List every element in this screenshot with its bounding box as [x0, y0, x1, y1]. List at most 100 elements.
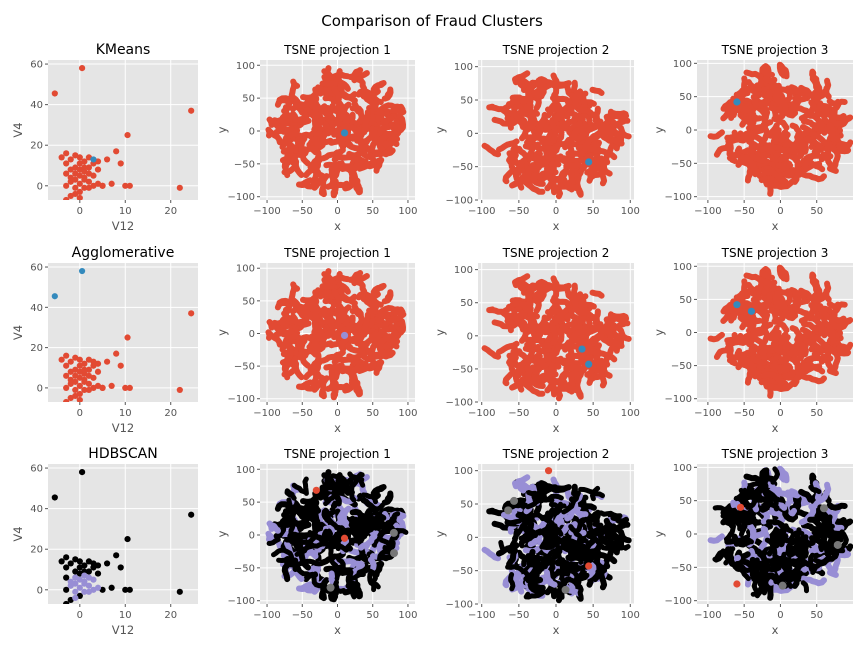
- tick-label-y: −50: [671, 159, 692, 170]
- data-strand: [776, 61, 790, 80]
- data-strand: [798, 84, 814, 99]
- y-axis-label: y: [433, 126, 447, 133]
- data-strand: [610, 514, 630, 525]
- tick-label-x: −50: [292, 206, 313, 217]
- x-axis-label: V12: [112, 421, 135, 435]
- x-axis-label: x: [772, 623, 779, 637]
- data-strand: [506, 547, 518, 568]
- tick-label-x: 0: [777, 408, 783, 419]
- data-point: [117, 564, 124, 571]
- data-strand: [512, 480, 527, 494]
- data-strand: [564, 104, 575, 118]
- data-strand: [356, 161, 371, 172]
- data-strand: [597, 119, 613, 144]
- data-strand: [547, 564, 556, 579]
- data-point: [108, 382, 115, 389]
- data-strand: [530, 575, 546, 591]
- data-point: [63, 182, 70, 189]
- data-strand: [358, 331, 378, 349]
- data-strand: [743, 69, 765, 92]
- data-strand: [523, 589, 547, 600]
- data-strand: [265, 329, 283, 348]
- data-strand: [743, 517, 759, 526]
- highlight-point: [340, 331, 349, 340]
- tick-label-y: 0: [467, 129, 473, 140]
- data-strand: [597, 523, 613, 548]
- data-strand: [266, 116, 281, 130]
- data-strand: [547, 362, 556, 378]
- data-strand: [583, 347, 618, 363]
- data-strand: [730, 517, 743, 532]
- data-strand: [749, 355, 768, 366]
- subplot-title: TSNE projection 3: [721, 246, 829, 260]
- data-strand: [564, 161, 581, 170]
- data-strand: [778, 331, 789, 346]
- data-strand: [738, 523, 748, 537]
- tick-label-y: 0: [686, 328, 692, 339]
- tick-label-x: −50: [734, 408, 755, 419]
- data-point: [124, 334, 131, 341]
- data-strand: [330, 473, 347, 483]
- data-strand: [562, 125, 587, 151]
- data-point: [81, 580, 88, 587]
- tick-label-x: 50: [810, 206, 823, 217]
- data-strand: [373, 561, 385, 578]
- data-strand: [586, 156, 601, 184]
- data-strand: [296, 510, 309, 529]
- data-point: [67, 156, 74, 163]
- data-strand: [370, 80, 387, 93]
- data-strand: [707, 129, 725, 140]
- data-strand: [735, 88, 751, 97]
- data-strand: [707, 533, 725, 544]
- data-strand: [568, 323, 583, 334]
- data-strand: [770, 466, 780, 485]
- data-strand: [762, 475, 771, 497]
- points: [707, 465, 853, 601]
- tick-label-y: −50: [234, 563, 255, 574]
- y-axis-label: y: [433, 530, 447, 537]
- data-strand: [527, 561, 548, 570]
- data-strand: [328, 166, 337, 190]
- data-point: [126, 182, 133, 189]
- data-strand: [734, 557, 760, 573]
- data-point: [76, 558, 83, 565]
- data-strand: [360, 93, 379, 112]
- data-point: [72, 386, 79, 394]
- data-strand: [557, 319, 578, 337]
- data-strand: [800, 580, 809, 594]
- data-strand: [785, 85, 793, 103]
- data-strand: [807, 315, 825, 337]
- data-strand: [721, 519, 735, 529]
- data-strand: [376, 333, 393, 355]
- data-strand: [800, 373, 827, 385]
- data-strand: [764, 537, 778, 558]
- data-strand: [381, 86, 394, 102]
- y-axis-label: V4: [11, 526, 25, 541]
- data-strand: [515, 512, 533, 531]
- data-strand: [750, 296, 760, 311]
- highlight-point: [585, 562, 593, 570]
- subplot-kmeans-4: −100 −50 0 50 −100 −50 0 50 100 x y TSNE projection…: [652, 43, 853, 233]
- figure-title: Comparison of Fraud Clusters: [321, 12, 543, 30]
- data-strand: [347, 270, 364, 287]
- subplot-title: HDBSCAN: [88, 446, 157, 462]
- data-strand: [784, 529, 805, 544]
- tick-label-y: −50: [671, 563, 692, 574]
- data-strand: [311, 504, 320, 537]
- data-point: [85, 366, 93, 373]
- data-strand: [544, 367, 558, 386]
- subplot-title: TSNE projection 2: [502, 246, 610, 260]
- tick-label-x: −50: [508, 408, 529, 419]
- data-strand: [785, 288, 793, 306]
- tick-label-x: 0: [77, 610, 83, 621]
- data-point: [176, 588, 183, 595]
- tick-label-y: 0: [467, 533, 473, 544]
- data-strand: [331, 85, 342, 103]
- data-strand: [310, 160, 322, 187]
- data-point: [51, 90, 58, 97]
- data-strand: [380, 115, 395, 126]
- data-strand: [598, 163, 608, 187]
- data-strand: [749, 152, 768, 164]
- data-strand: [548, 502, 567, 510]
